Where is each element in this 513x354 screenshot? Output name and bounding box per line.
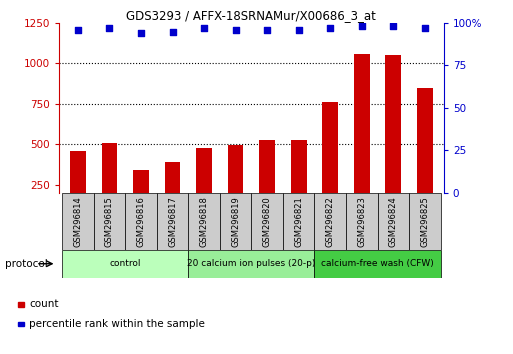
Text: GSM296821: GSM296821	[294, 196, 303, 247]
Text: calcium-free wash (CFW): calcium-free wash (CFW)	[321, 259, 434, 268]
Bar	[165, 162, 181, 225]
Bar	[157, 193, 188, 250]
Bar	[354, 54, 370, 225]
Point	[200, 25, 208, 31]
Bar	[417, 88, 432, 225]
Bar	[220, 193, 251, 250]
Point	[263, 27, 271, 33]
Bar	[314, 250, 441, 278]
Bar	[291, 139, 307, 225]
Bar	[102, 143, 117, 225]
Bar	[188, 193, 220, 250]
Text: control: control	[109, 259, 141, 268]
Text: GSM296818: GSM296818	[200, 196, 209, 247]
Point	[231, 27, 240, 33]
Bar	[196, 148, 212, 225]
Bar	[322, 102, 338, 225]
Text: GSM296820: GSM296820	[263, 196, 272, 247]
Point	[358, 24, 366, 29]
Point	[137, 30, 145, 36]
Point	[389, 24, 398, 29]
Text: GSM296822: GSM296822	[326, 196, 334, 247]
Bar	[259, 139, 275, 225]
Bar	[251, 193, 283, 250]
Text: GSM296814: GSM296814	[73, 196, 83, 247]
Point	[421, 25, 429, 31]
Point	[326, 25, 334, 31]
Bar	[409, 193, 441, 250]
Bar	[70, 151, 86, 225]
Bar	[283, 193, 314, 250]
Text: count: count	[29, 299, 59, 309]
Bar	[18, 302, 24, 307]
Text: GSM296825: GSM296825	[420, 196, 429, 247]
Bar	[133, 170, 149, 225]
Bar	[18, 322, 24, 326]
Text: GSM296815: GSM296815	[105, 196, 114, 247]
Bar	[228, 145, 244, 225]
Bar	[62, 250, 188, 278]
Bar	[346, 193, 378, 250]
Bar	[62, 193, 94, 250]
Bar	[314, 193, 346, 250]
Text: GSM296823: GSM296823	[357, 196, 366, 247]
Bar	[94, 193, 125, 250]
Text: GSM296819: GSM296819	[231, 196, 240, 247]
Text: GSM296824: GSM296824	[389, 196, 398, 247]
Bar	[188, 250, 314, 278]
Text: protocol: protocol	[5, 259, 48, 269]
Text: percentile rank within the sample: percentile rank within the sample	[29, 319, 205, 329]
Text: GSM296817: GSM296817	[168, 196, 177, 247]
Text: GSM296816: GSM296816	[136, 196, 146, 247]
Bar	[378, 193, 409, 250]
Point	[168, 29, 176, 34]
Point	[294, 27, 303, 33]
Point	[105, 25, 113, 31]
Text: 20 calcium ion pulses (20-p): 20 calcium ion pulses (20-p)	[187, 259, 315, 268]
Point	[74, 27, 82, 33]
Text: GDS3293 / AFFX-18SRNAMur/X00686_3_at: GDS3293 / AFFX-18SRNAMur/X00686_3_at	[126, 9, 377, 22]
Bar	[125, 193, 157, 250]
Bar	[385, 55, 401, 225]
